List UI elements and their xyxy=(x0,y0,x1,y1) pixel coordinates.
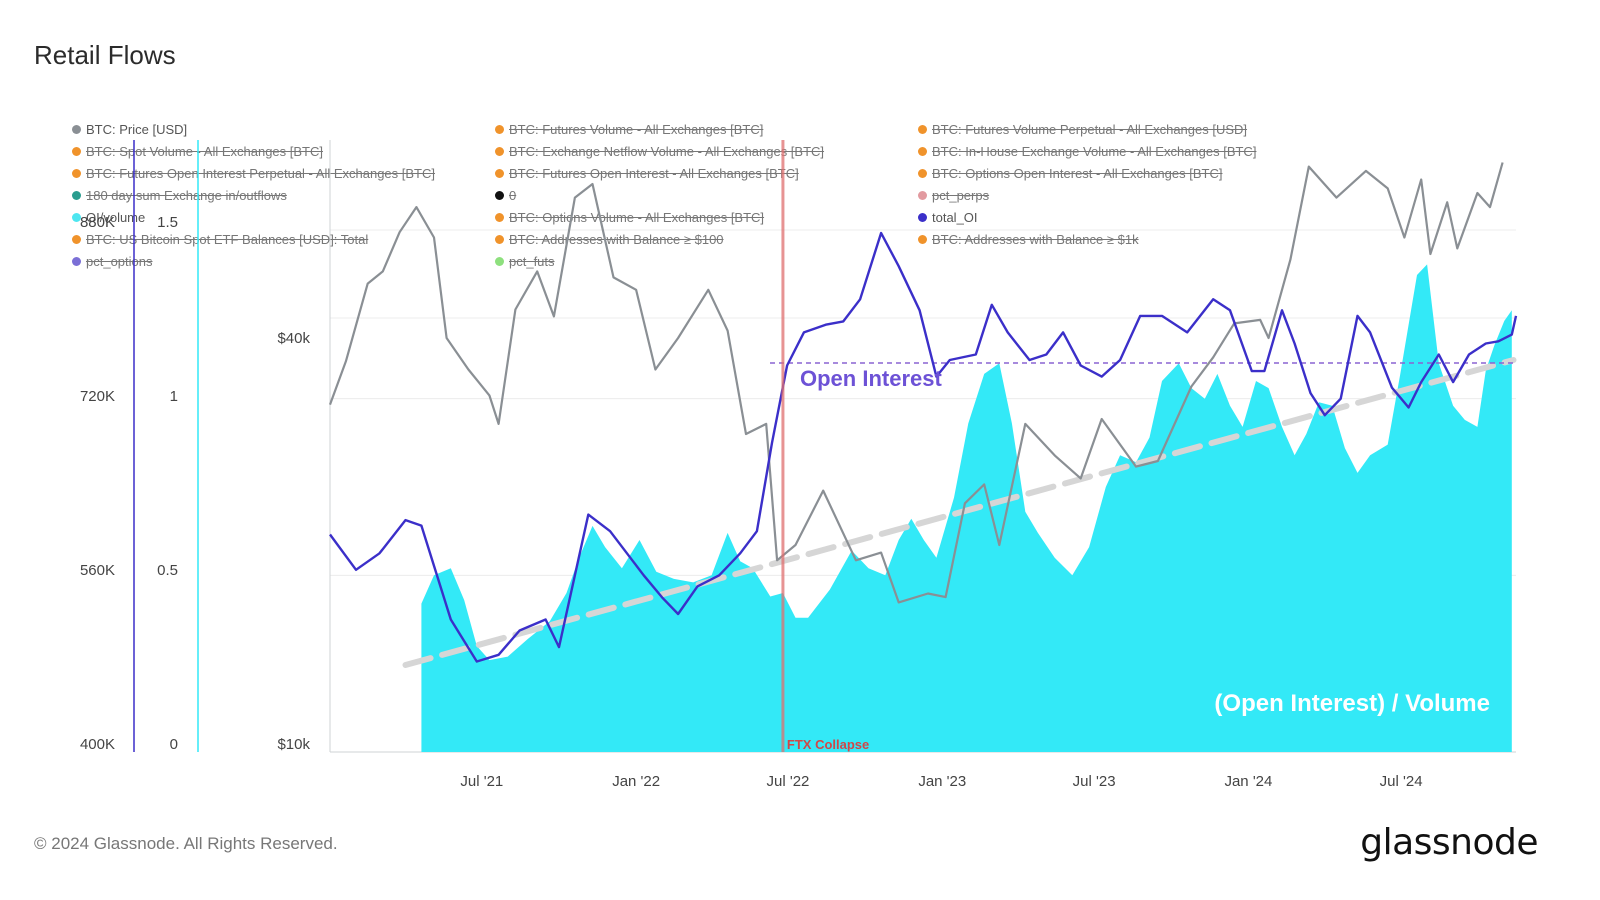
legend-label: BTC: Options Open Interest - All Exchang… xyxy=(932,166,1223,181)
legend-dot-icon xyxy=(918,169,927,178)
legend-label: 0 xyxy=(509,188,517,203)
legend-item[interactable]: BTC: Exchange Netflow Volume - All Excha… xyxy=(495,144,824,159)
legend-dot-icon xyxy=(495,213,504,222)
legend-item[interactable]: BTC: Futures Volume - All Exchanges [BTC… xyxy=(495,122,763,137)
legend-dot-icon xyxy=(72,213,81,222)
legend-dot-icon xyxy=(918,235,927,244)
oi-volume-annotation: (Open Interest) / Volume xyxy=(1214,690,1490,717)
legend-label: total_OI xyxy=(932,210,978,225)
chart-title: Retail Flows xyxy=(34,40,176,70)
x-tick-label: Jan '23 xyxy=(918,773,966,790)
legend-item[interactable]: BTC: Addresses with Balance ≥ $100 xyxy=(495,232,724,247)
legend-item[interactable]: BTC: In-House Exchange Volume - All Exch… xyxy=(918,144,1256,159)
legend-dot-icon xyxy=(495,191,504,200)
legend-label: 180 day sum Exchange in/outflows xyxy=(86,188,287,203)
legend-label: BTC: Exchange Netflow Volume - All Excha… xyxy=(509,144,825,159)
legend-dot-icon xyxy=(72,257,81,266)
legend-label: OI/volume xyxy=(86,210,146,225)
legend-item[interactable]: BTC: Spot Volume - All Exchanges [BTC] xyxy=(72,144,323,159)
legend-label: pct_futs xyxy=(509,254,555,269)
x-tick-label: Jul '24 xyxy=(1380,773,1423,790)
y-tick-oi-volume: 1 xyxy=(170,388,178,405)
legend-item[interactable]: BTC: Options Open Interest - All Exchang… xyxy=(918,166,1222,181)
btc-price-line xyxy=(328,162,1504,604)
x-tick-label: Jan '24 xyxy=(1224,773,1272,790)
legend-item[interactable]: 0 xyxy=(495,188,516,203)
legend-item[interactable]: BTC: Price [USD] xyxy=(72,122,187,137)
legend-dot-icon xyxy=(495,257,504,266)
legend-item[interactable]: total_OI xyxy=(918,210,978,225)
legend-item[interactable]: pct_options xyxy=(72,254,153,269)
legend-dot-icon xyxy=(495,235,504,244)
x-tick-label: Jan '22 xyxy=(612,773,660,790)
legend-item[interactable]: BTC: Addresses with Balance ≥ $1k xyxy=(918,232,1139,247)
x-tick-label: Jul '21 xyxy=(460,773,503,790)
legend-label: BTC: US Bitcoin Spot ETF Balances [USD]:… xyxy=(86,232,369,247)
y-tick-oi-volume: 0.5 xyxy=(157,562,178,579)
legend-dot-icon xyxy=(72,191,81,200)
x-tick-label: Jul '23 xyxy=(1073,773,1116,790)
legend-label: BTC: Futures Volume - All Exchanges [BTC… xyxy=(509,122,764,137)
legend-item[interactable]: 180 day sum Exchange in/outflows xyxy=(72,188,287,203)
legend-dot-icon xyxy=(495,147,504,156)
legend-dot-icon xyxy=(72,169,81,178)
legend-label: pct_options xyxy=(86,254,153,269)
legend-label: BTC: Addresses with Balance ≥ $100 xyxy=(509,232,724,247)
legend-dot-icon xyxy=(72,235,81,244)
legend-label: BTC: Futures Open Interest Perpetual - A… xyxy=(86,166,435,181)
legend-item[interactable]: pct_futs xyxy=(495,254,555,269)
legend-label: BTC: Price [USD] xyxy=(86,122,188,137)
glassnode-logo: glassnode xyxy=(1360,822,1538,863)
legend-dot-icon xyxy=(72,147,81,156)
legend-label: BTC: Futures Open Interest - All Exchang… xyxy=(509,166,799,181)
y-tick-oi-volume: 1.5 xyxy=(157,214,178,231)
y-tick-total-oi: 720K xyxy=(80,388,115,405)
y-tick-price: $40k xyxy=(277,330,310,347)
y-tick-total-oi: 560K xyxy=(80,562,115,579)
legend-item[interactable]: BTC: Futures Open Interest Perpetual - A… xyxy=(72,166,435,181)
legend-label: BTC: Spot Volume - All Exchanges [BTC] xyxy=(86,144,323,159)
legend-dot-icon xyxy=(495,125,504,134)
total-oi-line xyxy=(329,231,1518,663)
legend-dot-icon xyxy=(918,147,927,156)
legend-item[interactable]: BTC: US Bitcoin Spot ETF Balances [USD]:… xyxy=(72,232,368,247)
y-tick-total-oi: 400K xyxy=(80,736,115,753)
legend-label: BTC: Futures Volume Perpetual - All Exch… xyxy=(932,122,1248,137)
legend-dot-icon xyxy=(918,191,927,200)
legend-item[interactable]: BTC: Futures Open Interest - All Exchang… xyxy=(495,166,799,181)
open-interest-annotation: Open Interest xyxy=(800,366,942,391)
legend-label: BTC: In-House Exchange Volume - All Exch… xyxy=(932,144,1257,159)
legend-item[interactable]: OI/volume xyxy=(72,210,145,225)
legend-dot-icon xyxy=(918,125,927,134)
y-tick-price: $10k xyxy=(277,736,310,753)
x-tick-label: Jul '22 xyxy=(767,773,810,790)
y-tick-total-oi: 880K xyxy=(80,214,115,231)
legend-dot-icon xyxy=(495,169,504,178)
legend-label: BTC: Addresses with Balance ≥ $1k xyxy=(932,232,1139,247)
legend-dot-icon xyxy=(72,125,81,134)
ftx-collapse-label: FTX Collapse xyxy=(787,737,869,752)
y-tick-oi-volume: 0 xyxy=(170,736,178,753)
legend-label: pct_perps xyxy=(932,188,990,203)
copyright-footer: © 2024 Glassnode. All Rights Reserved. xyxy=(34,834,338,853)
legend-dot-icon xyxy=(918,213,927,222)
legend-item[interactable]: pct_perps xyxy=(918,188,989,203)
legend-item[interactable]: BTC: Futures Volume Perpetual - All Exch… xyxy=(918,122,1247,137)
